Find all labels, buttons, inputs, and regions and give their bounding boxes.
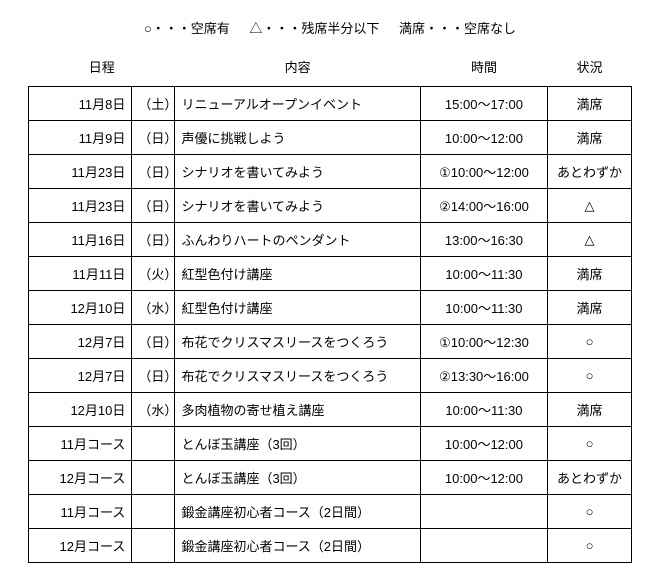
- cell-time: [420, 529, 547, 563]
- cell-day: （日）: [132, 359, 175, 393]
- cell-day: （日）: [132, 189, 175, 223]
- cell-day: （日）: [132, 121, 175, 155]
- cell-desc: とんぼ玉講座（3回）: [175, 427, 421, 461]
- cell-time: [420, 495, 547, 529]
- cell-desc: 布花でクリスマスリースをつくろう: [175, 359, 421, 393]
- cell-desc: シナリオを書いてみよう: [175, 155, 421, 189]
- header-time: 時間: [420, 51, 547, 87]
- cell-time: 10:00～11:30: [420, 291, 547, 325]
- cell-day: [132, 427, 175, 461]
- legend-full: 満席・・・空席なし: [399, 21, 516, 36]
- cell-date: 11月11日: [29, 257, 132, 291]
- cell-stat: △: [547, 189, 631, 223]
- cell-stat: 満席: [547, 121, 631, 155]
- cell-stat: 満席: [547, 393, 631, 427]
- cell-date: 12月10日: [29, 393, 132, 427]
- cell-desc: 鍛金講座初心者コース（2日間）: [175, 529, 421, 563]
- table-row: 11月8日（土）リニューアルオープンイベント15:00～17:00満席: [29, 87, 632, 121]
- table-row: 11月11日（火）紅型色付け講座10:00～11:30満席: [29, 257, 632, 291]
- header-stat: 状況: [547, 51, 631, 87]
- cell-time: ②13:30～16:00: [420, 359, 547, 393]
- table-row: 11月9日（日）声優に挑戦しよう10:00～12:00満席: [29, 121, 632, 155]
- cell-desc: シナリオを書いてみよう: [175, 189, 421, 223]
- cell-date: 12月コース: [29, 461, 132, 495]
- cell-time: 10:00～12:00: [420, 427, 547, 461]
- cell-stat: 満席: [547, 257, 631, 291]
- cell-stat: ○: [547, 427, 631, 461]
- cell-date: 11月コース: [29, 427, 132, 461]
- cell-stat: 満席: [547, 87, 631, 121]
- header-date: 日程: [29, 51, 175, 87]
- cell-date: 11月23日: [29, 189, 132, 223]
- cell-day: （日）: [132, 325, 175, 359]
- cell-date: 12月コース: [29, 529, 132, 563]
- table-row: 12月10日（水）多肉植物の寄せ植え講座10:00～11:30満席: [29, 393, 632, 427]
- cell-time: 13:00～16:30: [420, 223, 547, 257]
- header-row: 日程 内容 時間 状況: [29, 51, 632, 87]
- cell-stat: あとわずか: [547, 461, 631, 495]
- cell-time: 15:00～17:00: [420, 87, 547, 121]
- cell-desc: 紅型色付け講座: [175, 257, 421, 291]
- cell-stat: 満席: [547, 291, 631, 325]
- cell-day: [132, 461, 175, 495]
- table-row: 11月23日（日）シナリオを書いてみよう②14:00～16:00△: [29, 189, 632, 223]
- cell-day: （水）: [132, 393, 175, 427]
- table-row: 11月23日（日）シナリオを書いてみよう①10:00～12:00あとわずか: [29, 155, 632, 189]
- table-row: 12月10日（水）紅型色付け講座10:00～11:30満席: [29, 291, 632, 325]
- table-row: 12月コース 鍛金講座初心者コース（2日間） ○: [29, 529, 632, 563]
- legend-open: ○・・・空席有: [144, 21, 230, 36]
- cell-stat: ○: [547, 325, 631, 359]
- cell-day: [132, 529, 175, 563]
- cell-date: 11月コース: [29, 495, 132, 529]
- table-row: 11月コース 鍛金講座初心者コース（2日間） ○: [29, 495, 632, 529]
- cell-stat: ○: [547, 529, 631, 563]
- cell-desc: 鍛金講座初心者コース（2日間）: [175, 495, 421, 529]
- cell-stat: △: [547, 223, 631, 257]
- table-row: 12月コース とんぼ玉講座（3回）10:00～12:00あとわずか: [29, 461, 632, 495]
- cell-day: （日）: [132, 155, 175, 189]
- cell-time: 10:00～12:00: [420, 461, 547, 495]
- cell-date: 11月9日: [29, 121, 132, 155]
- cell-stat: ○: [547, 495, 631, 529]
- table-row: 11月16日（日）ふんわりハートのペンダント13:00～16:30△: [29, 223, 632, 257]
- cell-date: 12月10日: [29, 291, 132, 325]
- cell-desc: 布花でクリスマスリースをつくろう: [175, 325, 421, 359]
- cell-time: ②14:00～16:00: [420, 189, 547, 223]
- cell-date: 12月7日: [29, 325, 132, 359]
- cell-desc: 声優に挑戦しよう: [175, 121, 421, 155]
- cell-day: （土）: [132, 87, 175, 121]
- cell-stat: ○: [547, 359, 631, 393]
- cell-date: 11月16日: [29, 223, 132, 257]
- cell-date: 12月7日: [29, 359, 132, 393]
- cell-day: （火）: [132, 257, 175, 291]
- cell-time: 10:00～11:30: [420, 257, 547, 291]
- cell-desc: リニューアルオープンイベント: [175, 87, 421, 121]
- table-row: 12月7日（日）布花でクリスマスリースをつくろう①10:00～12:30○: [29, 325, 632, 359]
- table-row: 11月コース とんぼ玉講座（3回）10:00～12:00○: [29, 427, 632, 461]
- cell-desc: とんぼ玉講座（3回）: [175, 461, 421, 495]
- cell-time: ①10:00～12:00: [420, 155, 547, 189]
- legend-half: △・・・残席半分以下: [249, 21, 379, 36]
- cell-stat: あとわずか: [547, 155, 631, 189]
- cell-date: 11月8日: [29, 87, 132, 121]
- table-row: 12月7日（日）布花でクリスマスリースをつくろう②13:30～16:00○: [29, 359, 632, 393]
- cell-time: ①10:00～12:30: [420, 325, 547, 359]
- cell-desc: ふんわりハートのペンダント: [175, 223, 421, 257]
- legend: ○・・・空席有 △・・・残席半分以下 満席・・・空席なし: [28, 18, 632, 37]
- header-desc: 内容: [175, 51, 421, 87]
- cell-desc: 多肉植物の寄せ植え講座: [175, 393, 421, 427]
- cell-time: 10:00～11:30: [420, 393, 547, 427]
- cell-time: 10:00～12:00: [420, 121, 547, 155]
- cell-date: 11月23日: [29, 155, 132, 189]
- cell-day: [132, 495, 175, 529]
- cell-desc: 紅型色付け講座: [175, 291, 421, 325]
- cell-day: （水）: [132, 291, 175, 325]
- cell-day: （日）: [132, 223, 175, 257]
- schedule-table: 日程 内容 時間 状況 11月8日（土）リニューアルオープンイベント15:00～…: [28, 51, 632, 563]
